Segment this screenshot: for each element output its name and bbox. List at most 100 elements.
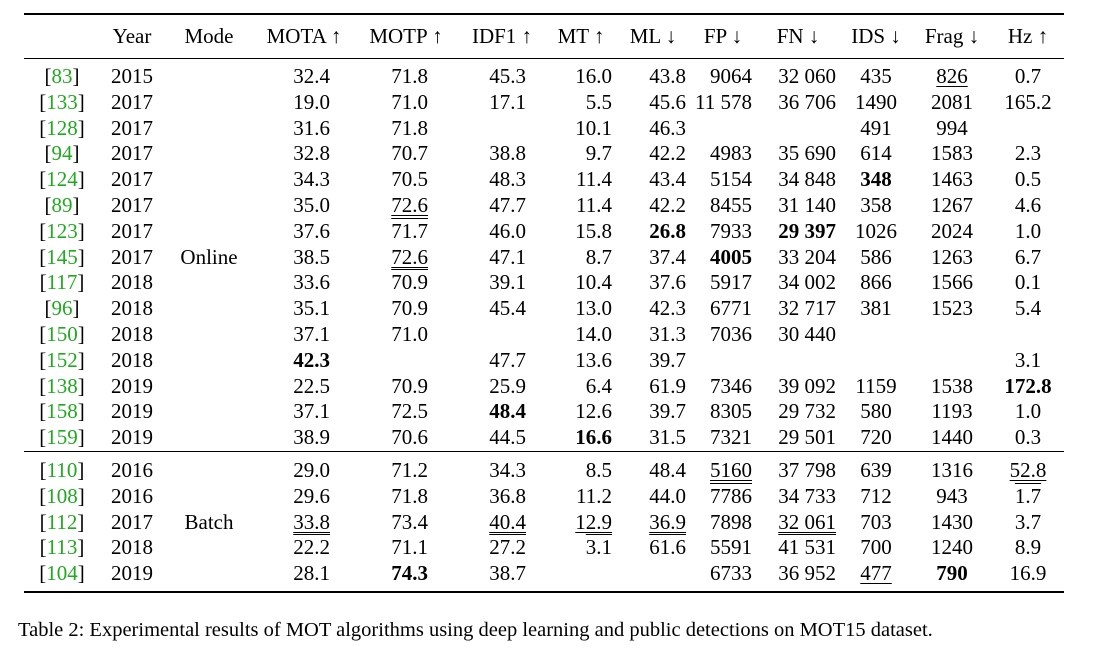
mode-cell bbox=[164, 425, 254, 451]
year-cell: 2019 bbox=[111, 425, 153, 450]
year-cell: 2017 bbox=[111, 141, 153, 166]
ids-cell: 491 bbox=[860, 115, 892, 140]
ids-cell: 381 bbox=[860, 296, 892, 321]
header-cell: Hz ↑ bbox=[1007, 24, 1049, 48]
mode-cell bbox=[164, 399, 254, 425]
header-cell: MOTA ↑ bbox=[266, 24, 342, 48]
mt-cell: 8.7 bbox=[585, 244, 612, 269]
citation-link[interactable]: [89] bbox=[44, 192, 80, 217]
citation-link[interactable]: [133] bbox=[39, 89, 85, 114]
mode-cell bbox=[164, 484, 254, 510]
idf1-cell: 46.0 bbox=[489, 218, 526, 243]
mt-cell: 10.4 bbox=[575, 270, 612, 295]
mode-cell bbox=[164, 535, 254, 561]
citation-link[interactable]: [159] bbox=[39, 425, 85, 450]
fn-cell: 33 204 bbox=[778, 244, 836, 269]
year-cell: 2017 bbox=[111, 192, 153, 217]
idf1-cell: 47.7 bbox=[489, 192, 526, 217]
fp-cell: 4005 bbox=[710, 244, 752, 269]
results-table-container: Year Mode MOTA ↑ MOTP ↑ IDF1 ↑ MT ↑ ML ↓… bbox=[24, 13, 1064, 593]
ml-cell: 61.6 bbox=[649, 535, 686, 560]
citation-link[interactable]: [128] bbox=[39, 115, 85, 140]
header-cell: ML ↓ bbox=[629, 24, 677, 48]
citation-link[interactable]: [113] bbox=[39, 535, 85, 560]
table-row: [113] 2018 22.2 71.1 27.2 3.1 61.6 5591 41 531 70… bbox=[24, 535, 1064, 561]
mt-cell: 9.7 bbox=[585, 141, 612, 166]
citation-link[interactable]: [108] bbox=[39, 483, 85, 508]
fn-cell: 29 397 bbox=[778, 218, 836, 243]
mode-cell bbox=[164, 374, 254, 400]
table-row: [158] 2019 37.1 72.5 48.4 12.6 39.7 8305 29 732 5… bbox=[24, 399, 1064, 425]
mt-cell: 11.4 bbox=[576, 192, 612, 217]
idf1-cell: 47.7 bbox=[489, 347, 526, 372]
hz-cell: 0.1 bbox=[1014, 270, 1042, 295]
motp-cell: 71.0 bbox=[391, 321, 428, 346]
mt-cell: 10.1 bbox=[575, 115, 612, 140]
citation-link[interactable]: [110] bbox=[39, 457, 85, 482]
hz-cell: 5.4 bbox=[1014, 296, 1042, 321]
fp-cell: 6771 bbox=[710, 296, 752, 321]
motp-cell: 70.5 bbox=[391, 167, 428, 192]
batch-methods-group: [110] 2016 29.0 71.2 34.3 8.5 48.4 5160 37 798 63… bbox=[24, 451, 1064, 592]
ids-cell: 712 bbox=[860, 483, 892, 508]
citation-link[interactable]: [150] bbox=[39, 321, 85, 346]
year-cell: 2019 bbox=[111, 373, 153, 398]
hz-cell: 165.2 bbox=[1004, 89, 1052, 114]
fn-cell: 34 848 bbox=[778, 167, 836, 192]
citation-link[interactable]: [124] bbox=[39, 167, 85, 192]
motp-cell: 74.3 bbox=[391, 561, 428, 586]
fp-cell: 5160 bbox=[710, 457, 752, 482]
citation-link[interactable]: [158] bbox=[39, 399, 85, 424]
idf1-cell bbox=[458, 116, 546, 142]
fp-cell: 7036 bbox=[710, 321, 752, 346]
mota-cell: 37.1 bbox=[293, 399, 330, 424]
citation-link[interactable]: [152] bbox=[39, 347, 85, 372]
idf1-cell: 48.4 bbox=[489, 399, 526, 424]
idf1-cell: 17.1 bbox=[489, 89, 526, 114]
ids-cell: 1490 bbox=[855, 89, 897, 114]
fn-cell: 32 717 bbox=[778, 296, 836, 321]
hz-cell bbox=[992, 116, 1064, 142]
citation-link[interactable]: [83] bbox=[44, 64, 80, 88]
frag-cell: 943 bbox=[936, 483, 968, 508]
fn-cell: 36 706 bbox=[778, 89, 836, 114]
hz-cell: 1.0 bbox=[1014, 399, 1042, 424]
mota-cell: 35.1 bbox=[293, 296, 330, 321]
citation-link[interactable]: [123] bbox=[39, 218, 85, 243]
table-row: [123] 2017 37.6 71.7 46.0 15.8 26.8 7933 29 397 1… bbox=[24, 219, 1064, 245]
mota-cell: 33.8 bbox=[293, 509, 330, 534]
citation-link[interactable]: [117] bbox=[39, 270, 85, 295]
table-row: [89] 2017 35.0 72.6 47.7 11.4 42.2 8455 31 140 35… bbox=[24, 193, 1064, 219]
table-row: [159] 2019 38.9 70.6 44.5 16.6 31.5 7321 29 501 7… bbox=[24, 425, 1064, 452]
citation-link[interactable]: [145] bbox=[39, 244, 85, 269]
header-row: Year Mode MOTA ↑ MOTP ↑ IDF1 ↑ MT ↑ ML ↓… bbox=[24, 14, 1064, 59]
fp-cell: 7786 bbox=[710, 483, 752, 508]
mota-cell: 22.2 bbox=[293, 535, 330, 560]
citation-link[interactable]: [138] bbox=[39, 373, 85, 398]
ids-cell: 1159 bbox=[855, 373, 897, 398]
hz-cell: 3.7 bbox=[1014, 509, 1042, 534]
idf1-cell: 47.1 bbox=[489, 244, 526, 269]
frag-cell: 1316 bbox=[931, 457, 973, 482]
motp-cell: 70.6 bbox=[391, 425, 428, 450]
idf1-cell: 48.3 bbox=[489, 167, 526, 192]
mt-cell: 14.0 bbox=[575, 321, 612, 346]
citation-link[interactable]: [104] bbox=[39, 561, 85, 586]
citation-link[interactable]: [112] bbox=[39, 509, 85, 534]
year-cell: 2018 bbox=[111, 535, 153, 560]
fn-cell: 39 092 bbox=[778, 373, 836, 398]
ids-cell: 580 bbox=[860, 399, 892, 424]
year-cell: 2018 bbox=[111, 270, 153, 295]
hz-cell: 0.7 bbox=[1014, 64, 1042, 88]
header-cell bbox=[24, 14, 100, 59]
ids-cell: 435 bbox=[860, 64, 892, 88]
mode-cell: Online bbox=[180, 244, 238, 269]
year-cell: 2017 bbox=[111, 89, 153, 114]
ids-cell: 348 bbox=[860, 167, 892, 192]
citation-link[interactable]: [94] bbox=[44, 141, 80, 166]
citation-link[interactable]: [96] bbox=[44, 296, 80, 321]
motp-cell: 71.2 bbox=[391, 457, 428, 482]
ml-cell: 37.6 bbox=[649, 270, 686, 295]
fp-cell: 7933 bbox=[710, 218, 752, 243]
motp-cell: 71.8 bbox=[391, 483, 428, 508]
